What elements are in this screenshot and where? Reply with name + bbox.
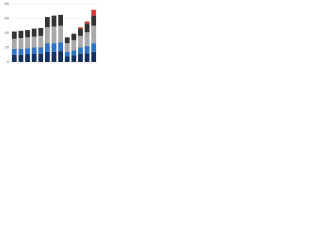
bar-segment — [31, 36, 37, 48]
bar-segment — [51, 51, 57, 62]
bar-segment — [78, 35, 83, 48]
bar-segment — [38, 27, 44, 36]
y-tick-label: 20 — [5, 45, 10, 50]
bar-segment — [51, 15, 57, 27]
bar-segment — [11, 48, 17, 55]
bar-segment — [71, 40, 77, 51]
y-tick-label: 60 — [5, 16, 10, 21]
y-tick-label: 40 — [5, 30, 10, 35]
bar-segment — [25, 48, 30, 55]
bar-segment — [38, 47, 44, 55]
bar-segment — [18, 38, 24, 49]
bar-segment — [71, 55, 77, 62]
bar-segment — [78, 28, 83, 36]
y-tick-label: 80 — [5, 1, 10, 6]
bar-segment — [84, 32, 90, 47]
bar-segment — [11, 31, 17, 39]
bar-segment — [58, 14, 63, 26]
bar-segment — [84, 23, 90, 33]
bar-segment — [11, 54, 17, 62]
bar-segment — [31, 28, 37, 37]
bar-segment — [91, 51, 97, 62]
bar-segment — [45, 51, 50, 62]
bar-segment — [64, 56, 70, 62]
bar-segment — [18, 54, 24, 62]
bar-segment — [78, 27, 83, 29]
bar-segment — [11, 38, 17, 49]
bar-segment — [58, 42, 63, 52]
bar-segment — [45, 27, 50, 44]
bar-segment — [78, 47, 83, 55]
bar-segment — [91, 15, 97, 26]
bar-segment — [91, 9, 97, 16]
page: {"chart_data": {"type": "stacked-bar", "… — [0, 0, 100, 71]
bar-segment — [31, 54, 37, 62]
bar-segment — [64, 43, 70, 52]
bar-segment — [78, 54, 83, 62]
bar-segment — [45, 43, 50, 52]
bar-segment — [91, 43, 97, 52]
bar-segment — [25, 30, 30, 38]
bar-segment — [18, 48, 24, 55]
bar-segment — [84, 46, 90, 54]
bar-segment — [25, 54, 30, 62]
bar-segment — [51, 43, 57, 52]
bar-segment — [71, 33, 77, 41]
bar-segment — [64, 37, 70, 44]
chart: 0 20 40 60 80 — [5, 1, 97, 64]
bar-segment — [64, 51, 70, 57]
bar-segment — [71, 50, 77, 56]
bar-segment — [84, 53, 90, 62]
bar-segment — [58, 25, 63, 43]
bar-segment — [31, 47, 37, 55]
bar-segment — [45, 17, 50, 28]
bar-segment — [25, 37, 30, 49]
y-tick-label: 0 — [7, 59, 10, 64]
bar-segment — [58, 51, 63, 62]
bar-segment — [38, 35, 44, 48]
bar-segment — [18, 30, 24, 39]
bar-segment — [38, 54, 44, 62]
bar-segment — [91, 25, 97, 44]
bar-segment — [51, 26, 57, 44]
bar-segment — [84, 21, 90, 24]
